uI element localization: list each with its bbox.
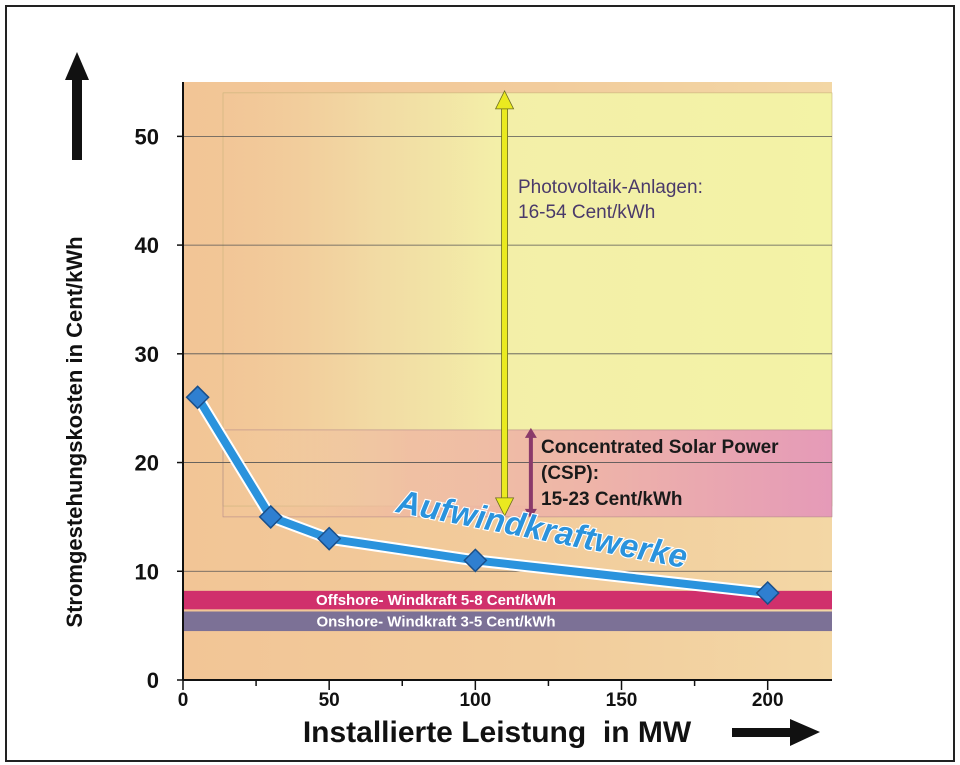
- data-point: [317, 526, 342, 551]
- y-axis-arrow-icon: [65, 52, 89, 160]
- pv-arrow-head-up: [494, 89, 515, 110]
- x-axis-arrow-icon: [732, 719, 820, 746]
- onshore-band: [183, 611, 832, 632]
- csp-arrow-head-up: [524, 427, 537, 438]
- y-axis: 0 10 20 30 40 50: [135, 82, 184, 693]
- csp-range-label: 15-23 Cent/kWh: [541, 489, 682, 510]
- y-tick-label: 20: [135, 451, 159, 476]
- pv-arrow-head-down: [494, 497, 515, 517]
- y-tick-label: 30: [135, 342, 159, 367]
- csp-label-line2: (CSP):: [541, 463, 599, 484]
- y-tick-label: 0: [147, 668, 159, 693]
- csp-band: [222, 429, 833, 518]
- y-tick-label: 50: [135, 124, 159, 149]
- x-tick-label: 200: [752, 690, 784, 711]
- data-point: [185, 385, 210, 410]
- pv-range-label: 16-54 Cent/kWh: [518, 202, 655, 223]
- pv-label: Photovoltaik-Anlagen:: [518, 177, 703, 198]
- y-axis-label: Stromgestehungskosten in Cent/kWh: [62, 236, 87, 627]
- x-tick-label: 150: [606, 690, 638, 711]
- x-tick-label: 100: [459, 690, 491, 711]
- csp-range-arrow: [524, 427, 537, 519]
- csp-arrow-head-down: [524, 508, 537, 519]
- data-point: [463, 548, 488, 573]
- x-axis: 0 50 100 150 200: [178, 679, 832, 711]
- offshore-band: [183, 590, 832, 610]
- data-point: [755, 580, 780, 606]
- x-tick-label: 0: [178, 690, 189, 711]
- y-tick-label: 40: [135, 233, 159, 258]
- csp-label-line1: Concentrated Solar Power: [541, 437, 779, 458]
- offshore-label: Offshore- Windkraft 5-8 Cent/kWh: [316, 592, 556, 609]
- series-aufwindkraftwerke: [185, 385, 780, 606]
- pv-range-arrow: [494, 89, 515, 517]
- csp-arrow-shaft: [528, 435, 533, 511]
- x-axis-label: Installierte Leistung in MW: [303, 716, 692, 749]
- y-tick-label: 10: [135, 559, 159, 584]
- onshore-label: Onshore- Windkraft 3-5 Cent/kWh: [316, 613, 555, 630]
- data-point: [258, 504, 283, 529]
- x-tick-label: 50: [319, 690, 340, 711]
- pv-arrow-shaft: [501, 106, 508, 501]
